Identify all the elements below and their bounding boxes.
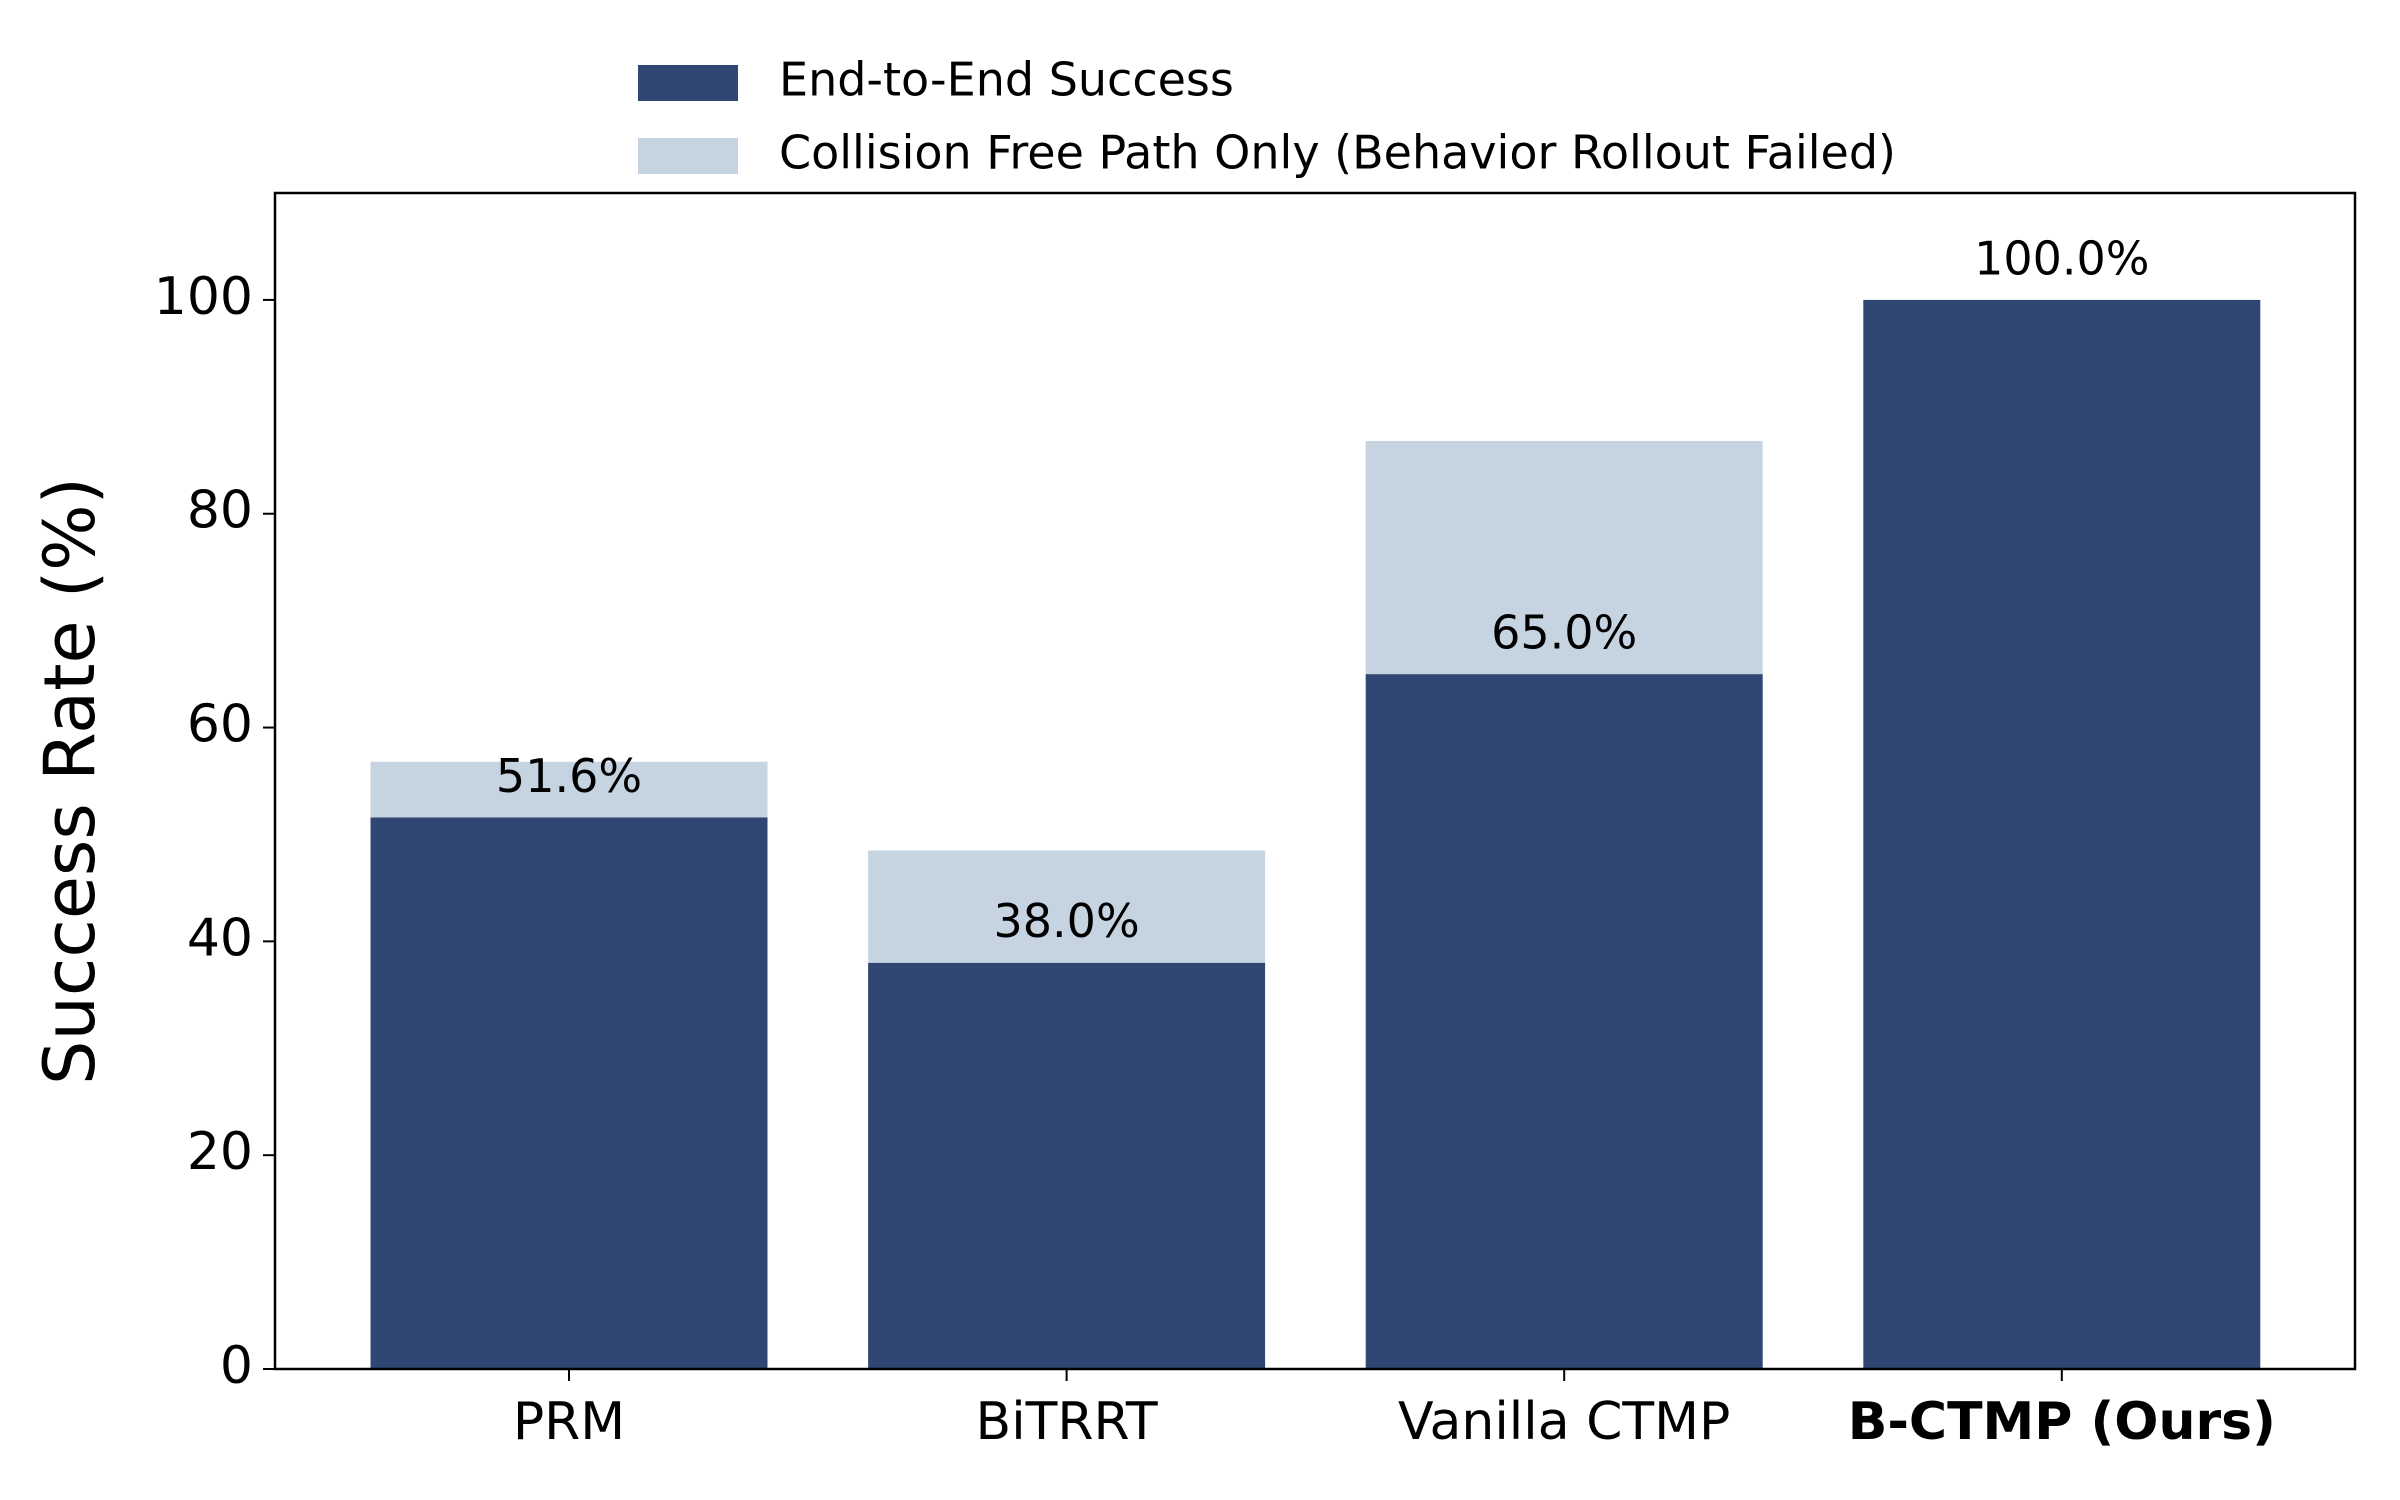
x-tick-label: BiTRRT xyxy=(976,1392,1158,1452)
legend-label: End-to-End Success xyxy=(779,53,1234,107)
plot-frame xyxy=(273,191,2357,1371)
legend-swatch xyxy=(638,138,738,174)
x-tick-label: PRM xyxy=(513,1392,625,1452)
y-axis-label: Success Rate (%) xyxy=(29,477,111,1085)
y-tick-label: 0 xyxy=(220,1336,253,1396)
y-tick-label: 60 xyxy=(187,695,253,755)
x-tick-label: B-CTMP (Ours) xyxy=(1848,1392,2276,1452)
legend-swatch xyxy=(638,65,738,101)
y-tick-label: 40 xyxy=(187,908,253,968)
bar-segment xyxy=(1863,299,2261,1370)
y-tick-label: 100 xyxy=(154,267,253,327)
y-tick-label: 80 xyxy=(187,481,253,541)
x-tick-label: Vanilla CTMP xyxy=(1398,1392,1730,1452)
bar-segment xyxy=(868,850,1266,963)
bar-segment xyxy=(868,962,1266,1369)
bar-segment xyxy=(370,817,768,1369)
value-label: 51.6% xyxy=(496,749,642,803)
legend-label: Collision Free Path Only (Behavior Rollo… xyxy=(779,126,1896,180)
bar-segment xyxy=(1365,441,1763,675)
bar-segment xyxy=(1365,674,1763,1369)
value-label: 65.0% xyxy=(1491,606,1637,660)
value-label: 38.0% xyxy=(994,894,1140,948)
value-label: 100.0% xyxy=(1974,231,2149,285)
bar-segment xyxy=(370,761,768,818)
y-tick-label: 20 xyxy=(187,1122,253,1182)
